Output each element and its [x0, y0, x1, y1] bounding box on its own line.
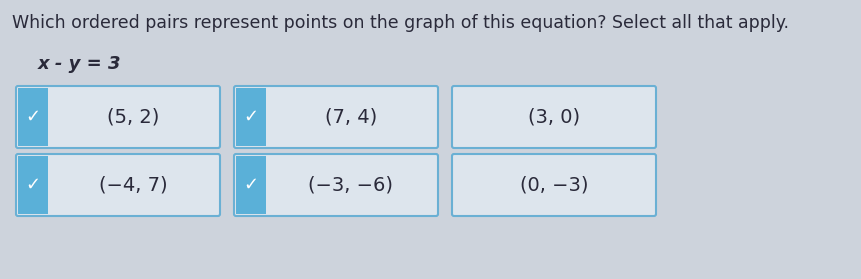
- FancyBboxPatch shape: [18, 88, 48, 146]
- Text: (−4, 7): (−4, 7): [98, 175, 167, 194]
- FancyBboxPatch shape: [18, 156, 48, 214]
- Text: ✓: ✓: [243, 108, 258, 126]
- Text: (−3, −6): (−3, −6): [308, 175, 393, 194]
- FancyBboxPatch shape: [451, 86, 655, 148]
- FancyBboxPatch shape: [16, 154, 220, 216]
- FancyBboxPatch shape: [233, 86, 437, 148]
- Text: (5, 2): (5, 2): [107, 107, 159, 126]
- Text: ✓: ✓: [26, 108, 40, 126]
- Text: ✓: ✓: [26, 176, 40, 194]
- FancyBboxPatch shape: [16, 86, 220, 148]
- Text: (7, 4): (7, 4): [325, 107, 377, 126]
- Text: (3, 0): (3, 0): [527, 107, 579, 126]
- FancyBboxPatch shape: [451, 154, 655, 216]
- Text: x - y = 3: x - y = 3: [38, 55, 121, 73]
- Text: Which ordered pairs represent points on the graph of this equation? Select all t: Which ordered pairs represent points on …: [12, 14, 788, 32]
- Text: ✓: ✓: [243, 176, 258, 194]
- FancyBboxPatch shape: [236, 156, 266, 214]
- FancyBboxPatch shape: [236, 88, 266, 146]
- FancyBboxPatch shape: [233, 154, 437, 216]
- Text: (0, −3): (0, −3): [519, 175, 587, 194]
